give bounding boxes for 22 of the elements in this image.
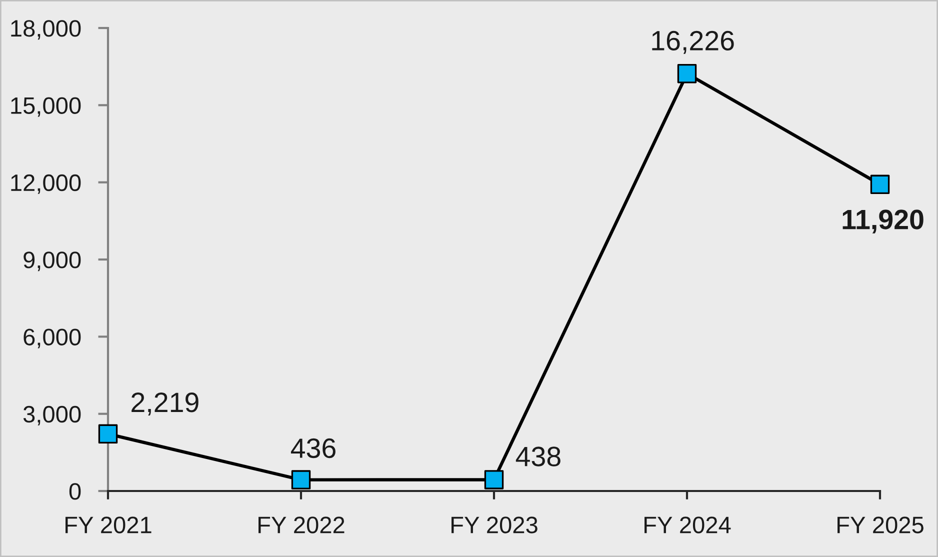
y-tick-label: 6,000	[24, 328, 81, 348]
x-tick-label: FY 2023	[452, 516, 538, 534]
data-label: 11,920	[842, 210, 924, 234]
data-label: 16,226	[652, 30, 734, 54]
point	[484, 470, 504, 490]
point	[677, 64, 697, 84]
y-tick-label: 12,000	[11, 174, 81, 194]
y-tick-label: 15,000	[11, 97, 81, 117]
point	[98, 424, 118, 444]
y-tick-label: 9,000	[24, 252, 81, 272]
point	[291, 470, 311, 490]
point	[870, 174, 890, 194]
x-tick-label: FY 2024	[644, 516, 731, 534]
y-tick-label: 0	[69, 483, 81, 500]
x-tick-label: FY 2022	[258, 516, 344, 534]
y-tick-label: 18,000	[11, 20, 81, 40]
x-tick-label: FY 2021	[66, 516, 152, 534]
data-label: 2,219	[132, 392, 198, 416]
data-label: 436	[290, 438, 336, 458]
x-tick-label: FY 2025	[838, 516, 924, 534]
y-tick-label: 3,000	[23, 406, 81, 426]
data-label: 438	[516, 446, 560, 466]
